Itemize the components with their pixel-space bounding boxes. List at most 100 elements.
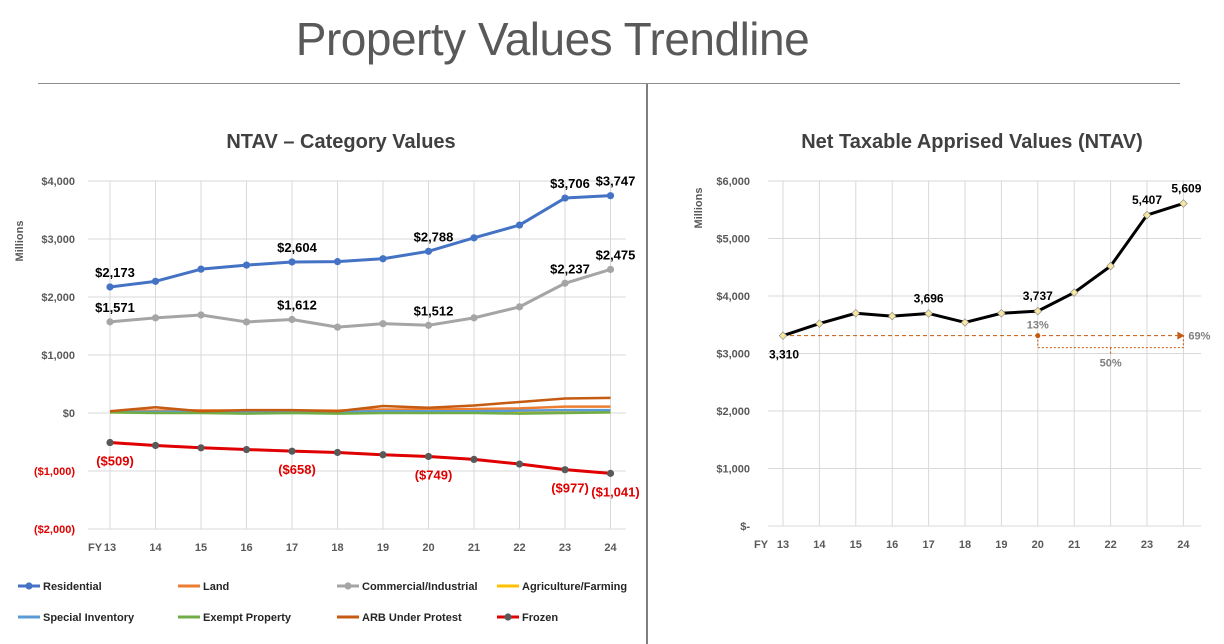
x-axis-prefix: FY [754, 539, 769, 551]
data-point-commercial-industrial [288, 315, 296, 324]
data-point-residential [333, 258, 342, 266]
data-point-ntav [815, 319, 824, 328]
data-point-residential [606, 192, 615, 200]
data-point-residential [515, 221, 524, 229]
data-point-ntav [997, 309, 1006, 318]
data-point-residential [242, 261, 251, 269]
data-point-frozen [606, 469, 615, 477]
data-point-ntav [778, 331, 788, 340]
data-point-commercial-industrial [561, 279, 569, 287]
data-point-residential [470, 234, 478, 242]
x-tick-label: 20 [422, 542, 434, 554]
legend-label-special-inventory: Special Inventory [43, 612, 135, 624]
panel-divider [646, 84, 648, 644]
legend-label-arb-under-protest: ARB Under Protest [362, 612, 462, 624]
x-tick-label: 14 [813, 539, 826, 551]
y-tick-label: $1,000 [716, 464, 750, 476]
x-tick-label: 23 [1141, 539, 1153, 551]
data-point-frozen [106, 438, 114, 447]
data-point-ntav [1106, 261, 1115, 271]
data-point-ntav [851, 309, 861, 318]
y-tick-label: $2,000 [716, 406, 750, 418]
data-point-commercial-industrial [242, 318, 251, 326]
data-point-ntav [1179, 199, 1188, 208]
category-values-chart: NTAV – Category Values Millions $4,000 $3,0… [14, 131, 640, 624]
data-point-ntav [1069, 288, 1079, 297]
x-tick-label: 13 [777, 539, 789, 551]
x-tick-label: 23 [559, 542, 571, 554]
data-point-frozen [242, 445, 251, 454]
data-point-residential [151, 277, 160, 285]
x-tick-label: 19 [995, 539, 1007, 551]
y-axis-label: Millions [693, 188, 705, 229]
x-tick-label: 16 [240, 542, 252, 554]
ntav-chart: Net Taxable Apprised Values (NTAV) Millio… [693, 131, 1211, 551]
series-line-arb-under-protest [109, 396, 611, 413]
y-tick-label: ($2,000) [34, 524, 75, 536]
data-label-ntav: 3,737 [1023, 289, 1053, 303]
data-label-commercial-industrial: $2,237 [550, 261, 590, 276]
x-tick-label: 24 [604, 542, 617, 554]
series-line-exempt-property [109, 411, 611, 415]
data-point-commercial-industrial [515, 303, 524, 311]
data-point-residential [561, 194, 569, 202]
x-tick-label: 21 [468, 542, 480, 554]
data-point-commercial-industrial [333, 323, 342, 331]
data-point-commercial-industrial [151, 314, 160, 322]
legend-label-frozen: Frozen [522, 612, 558, 624]
x-tick-label: 17 [286, 542, 298, 554]
data-label-commercial-industrial: $1,512 [414, 303, 454, 318]
x-tick-label: 17 [922, 539, 934, 551]
data-point-residential [424, 247, 433, 255]
legend-marker-commercial-industrial [344, 582, 352, 590]
data-point-commercial-industrial [424, 321, 433, 329]
data-point-ntav [1142, 210, 1152, 220]
data-point-frozen [197, 444, 205, 452]
series-line-residential [109, 194, 611, 289]
x-tick-label: 19 [377, 542, 389, 554]
data-label-commercial-industrial: $1,612 [277, 298, 317, 313]
data-point-frozen [333, 448, 342, 457]
data-point-frozen [288, 447, 296, 455]
series-line-frozen [109, 441, 611, 475]
x-tick-label: 13 [104, 542, 116, 554]
legend-label-commercial-industrial: Commercial/Industrial [362, 581, 478, 593]
data-point-residential [379, 255, 387, 263]
data-point-frozen [561, 466, 569, 474]
data-point-ntav [887, 311, 897, 321]
data-label-ntav: 5,407 [1132, 193, 1162, 207]
x-tick-label: 14 [149, 542, 162, 554]
y-tick-label: $4,000 [716, 291, 750, 303]
x-tick-label: 18 [959, 539, 971, 551]
data-label-residential: $3,747 [596, 174, 636, 189]
legend-label-exempt-property: Exempt Property [203, 612, 292, 624]
data-point-residential [106, 283, 114, 291]
title-divider [38, 83, 1180, 84]
data-point-commercial-industrial [106, 318, 114, 326]
y-tick-label: $6,000 [716, 176, 750, 188]
y-tick-label: $2,000 [41, 292, 75, 304]
legend-marker-frozen [504, 613, 512, 621]
chart-title: Net Taxable Apprised Values (NTAV) [801, 131, 1143, 153]
x-tick-label: 21 [1068, 539, 1080, 551]
data-label-ntav: 3,310 [769, 348, 799, 362]
growth-arrow-head [1177, 331, 1185, 340]
x-axis-prefix: FY [88, 542, 103, 554]
x-tick-label: 18 [331, 542, 343, 554]
data-point-residential [197, 265, 205, 273]
x-tick-label: 20 [1032, 539, 1044, 551]
data-point-ntav [924, 309, 933, 318]
data-label-frozen: ($509) [96, 454, 134, 469]
data-label-residential: $2,173 [95, 265, 135, 280]
data-label-frozen: ($1,041) [591, 484, 639, 499]
data-label-ntav: 3,696 [914, 291, 944, 305]
data-label-residential: $2,788 [414, 229, 454, 244]
data-label-residential: $2,604 [277, 240, 318, 255]
data-point-frozen [424, 452, 433, 461]
y-tick-label: $0 [63, 408, 75, 420]
y-tick-label: $- [740, 521, 750, 533]
legend-label-agriculture-farming: Agriculture/Farming [522, 581, 627, 593]
x-tick-label: 24 [1177, 539, 1190, 551]
data-point-frozen [470, 455, 478, 463]
x-tick-label: 15 [850, 539, 862, 551]
